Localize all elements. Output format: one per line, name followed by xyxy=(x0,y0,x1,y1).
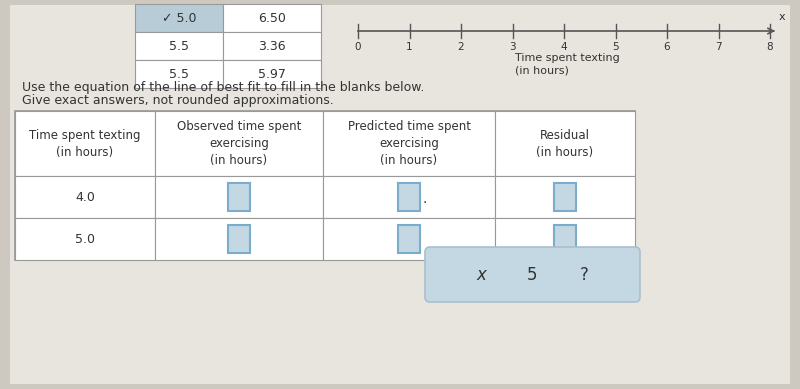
Bar xyxy=(398,183,420,211)
Text: 7: 7 xyxy=(715,42,722,52)
Bar xyxy=(495,176,635,218)
Bar xyxy=(554,225,576,253)
Text: 0: 0 xyxy=(354,42,362,52)
Text: 5.0: 5.0 xyxy=(75,233,95,245)
Text: Observed time spent
exercising
(in hours): Observed time spent exercising (in hours… xyxy=(177,120,301,167)
Text: Time spent texting: Time spent texting xyxy=(514,53,619,63)
Bar xyxy=(15,111,155,176)
Text: .: . xyxy=(422,192,426,206)
Bar xyxy=(228,183,250,211)
Text: Use the equation of the line of best fit to fill in the blanks below.: Use the equation of the line of best fit… xyxy=(22,81,424,94)
Text: 4: 4 xyxy=(561,42,567,52)
Text: 1: 1 xyxy=(406,42,413,52)
Bar xyxy=(155,218,323,260)
Bar xyxy=(495,218,635,260)
Bar xyxy=(135,4,223,32)
Bar xyxy=(223,60,321,88)
Text: ?: ? xyxy=(579,266,588,284)
Text: 6.50: 6.50 xyxy=(258,12,286,25)
Text: Residual
(in hours): Residual (in hours) xyxy=(537,128,594,158)
Text: 2: 2 xyxy=(458,42,464,52)
Text: x: x xyxy=(476,266,486,284)
Text: 5.97: 5.97 xyxy=(258,68,286,81)
Bar xyxy=(155,176,323,218)
Bar xyxy=(15,111,635,260)
Bar xyxy=(228,225,250,253)
Text: Give exact answers, not rounded approximations.: Give exact answers, not rounded approxim… xyxy=(22,94,334,107)
Text: 5.5: 5.5 xyxy=(169,68,189,81)
Text: 6: 6 xyxy=(664,42,670,52)
Bar xyxy=(323,111,495,176)
Text: Time spent texting
(in hours): Time spent texting (in hours) xyxy=(30,128,141,158)
Bar xyxy=(135,60,223,88)
Bar xyxy=(398,225,420,253)
Text: 5.5: 5.5 xyxy=(169,40,189,53)
Bar xyxy=(155,111,323,176)
Text: x: x xyxy=(778,12,786,22)
Text: 8: 8 xyxy=(766,42,774,52)
Text: Predicted time spent
exercising
(in hours): Predicted time spent exercising (in hour… xyxy=(347,120,470,167)
Text: 3: 3 xyxy=(509,42,516,52)
Bar xyxy=(323,218,495,260)
Text: 3.36: 3.36 xyxy=(258,40,286,53)
Bar xyxy=(323,176,495,218)
Bar xyxy=(15,218,155,260)
Text: 5: 5 xyxy=(527,266,538,284)
Text: 5: 5 xyxy=(612,42,619,52)
Text: 4.0: 4.0 xyxy=(75,191,95,203)
Text: ✓ 5.0: ✓ 5.0 xyxy=(162,12,196,25)
Text: (in hours): (in hours) xyxy=(514,65,569,75)
Bar xyxy=(495,111,635,176)
FancyBboxPatch shape xyxy=(425,247,640,302)
Bar xyxy=(15,176,155,218)
Bar xyxy=(135,32,223,60)
Bar xyxy=(223,4,321,32)
Bar xyxy=(554,183,576,211)
Bar xyxy=(223,32,321,60)
